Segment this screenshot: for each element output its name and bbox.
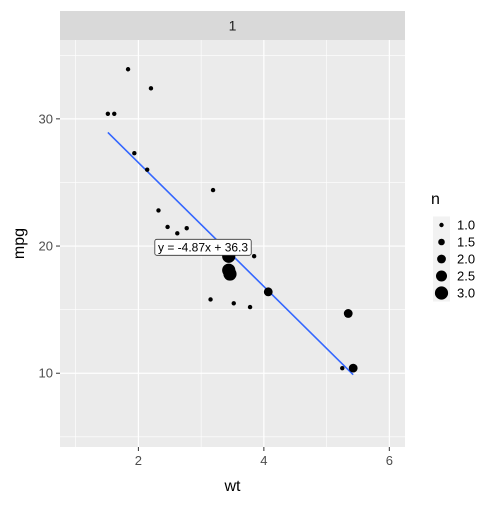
data-point: [132, 150, 137, 156]
grid-minor: [60, 40, 405, 447]
legend-entry-label: 2.5: [457, 269, 475, 284]
data-point: [148, 86, 154, 91]
x-axis: 2 4 6: [135, 447, 393, 468]
legend-entry-label: 1.0: [457, 218, 475, 233]
y-axis-title: mpg: [11, 228, 28, 259]
y-axis: 10 20 30: [39, 111, 60, 381]
data-point: [184, 226, 189, 231]
x-tick-label: 6: [386, 453, 393, 468]
y-tick-label: 20: [39, 239, 53, 254]
data-point: [263, 287, 273, 297]
legend-entry-label: 2.0: [457, 252, 475, 267]
x-tick-label: 4: [260, 453, 267, 468]
legend-entry-label: 3.0: [457, 286, 475, 301]
annotation-box: [154, 238, 252, 256]
data-point: [340, 365, 345, 371]
legend-key-point: [438, 238, 445, 246]
facet-strip: [60, 11, 405, 40]
data-point: [210, 187, 216, 193]
legend-key-point: [436, 270, 447, 282]
data-point: [231, 301, 236, 306]
data-point: [165, 224, 170, 230]
data-point: [251, 254, 257, 259]
regression-annotation: y = -4.87x + 36.3: [154, 238, 252, 256]
data-point: [156, 208, 161, 213]
data-point: [208, 297, 213, 302]
annotation-text: y = -4.87x + 36.3: [158, 240, 248, 254]
data-point: [105, 111, 111, 116]
data-point: [247, 304, 253, 310]
legend-key-point: [437, 254, 446, 264]
data-point: [223, 267, 237, 281]
legend-entry-label: 1.5: [457, 235, 475, 250]
legend: n 1.0 1.5 2.0 2.5 3.0: [431, 191, 475, 302]
y-tick-label: 30: [39, 111, 53, 126]
facet-label: 1: [229, 18, 237, 34]
x-axis-title: wt: [224, 478, 242, 495]
data-point: [125, 67, 131, 72]
legend-title: n: [431, 191, 440, 208]
data-point: [343, 309, 353, 318]
legend-key-point: [434, 286, 449, 300]
legend-key-point: [439, 222, 444, 228]
data-point: [175, 231, 180, 236]
legend-keys: 1.0 1.5 2.0 2.5 3.0: [433, 216, 475, 302]
data-point: [348, 363, 358, 373]
data-point: [112, 111, 117, 116]
data-point: [144, 167, 150, 172]
y-tick-label: 10: [39, 366, 53, 381]
x-tick-label: 2: [135, 453, 142, 468]
